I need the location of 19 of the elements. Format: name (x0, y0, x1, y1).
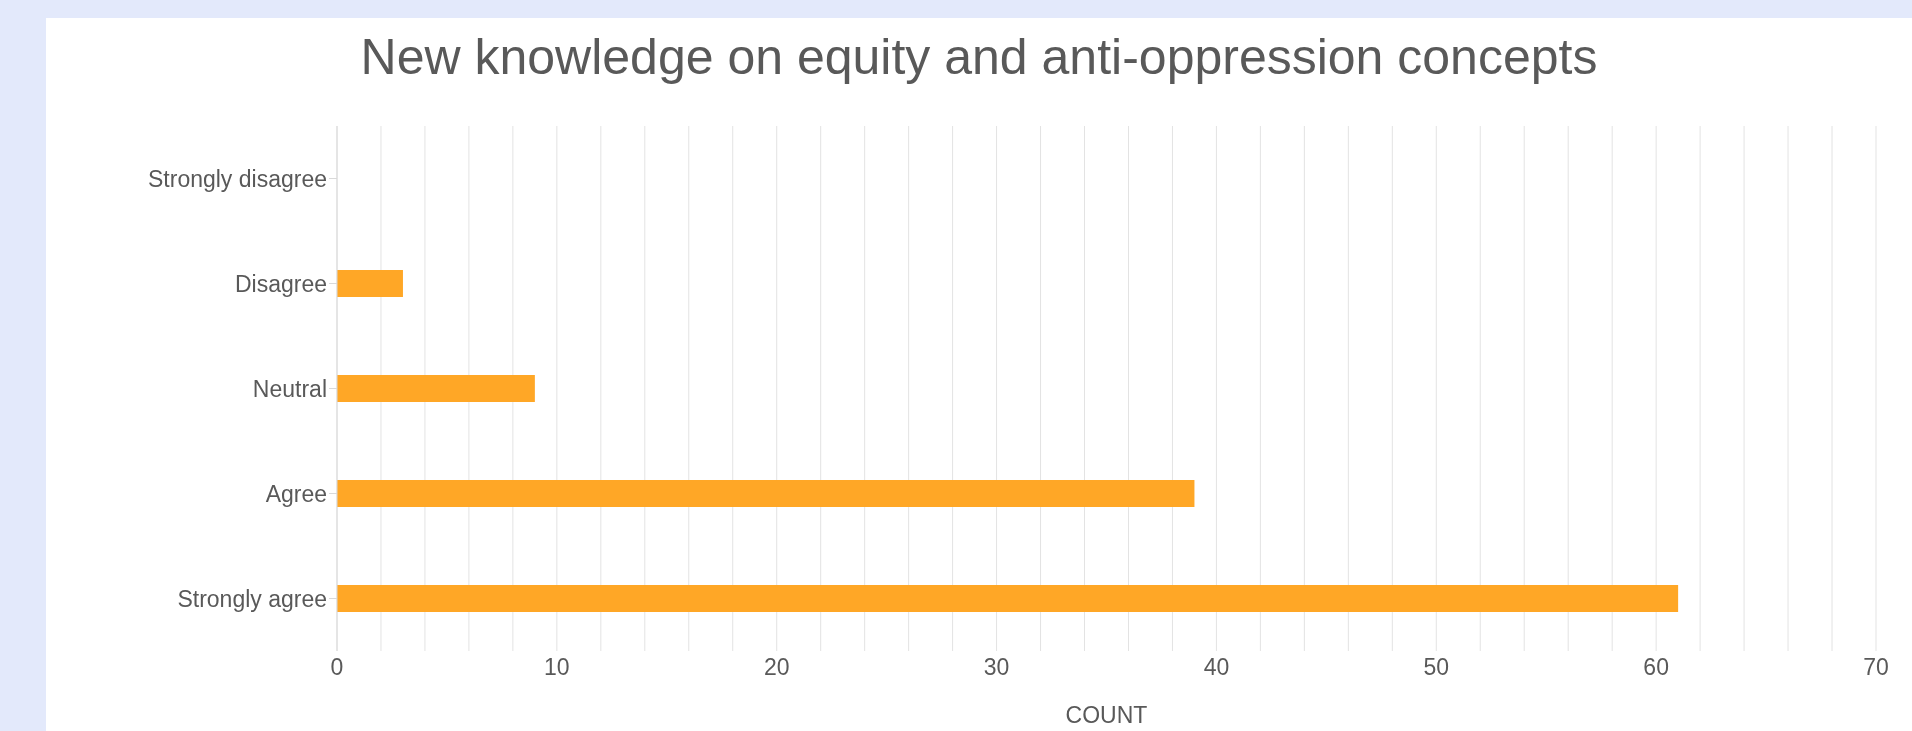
bar (337, 585, 1679, 612)
x-tick-label: 60 (1643, 654, 1669, 681)
x-axis-title: COUNT (1065, 702, 1148, 728)
y-tick-label: Agree (265, 480, 327, 507)
y-tick-label: Disagree (234, 270, 327, 297)
bar (337, 480, 1195, 507)
x-tick-label: 10 (544, 654, 570, 681)
chart-title: New knowledge on equity and anti-oppression concepts (359, 28, 1599, 86)
x-tick-label: 70 (1863, 654, 1889, 681)
x-tick-label: 40 (1203, 654, 1230, 681)
y-tick-label: Strongly agree (177, 585, 327, 612)
y-tick-label: Neutral (252, 375, 327, 402)
x-tick-label: 30 (983, 654, 1010, 681)
bar (337, 270, 403, 297)
y-tick-label: Strongly disagree (148, 165, 327, 192)
x-tick-label: 0 (330, 654, 344, 681)
x-tick-label: 20 (763, 654, 790, 681)
bar (337, 375, 535, 402)
x-tick-label: 50 (1423, 654, 1450, 681)
